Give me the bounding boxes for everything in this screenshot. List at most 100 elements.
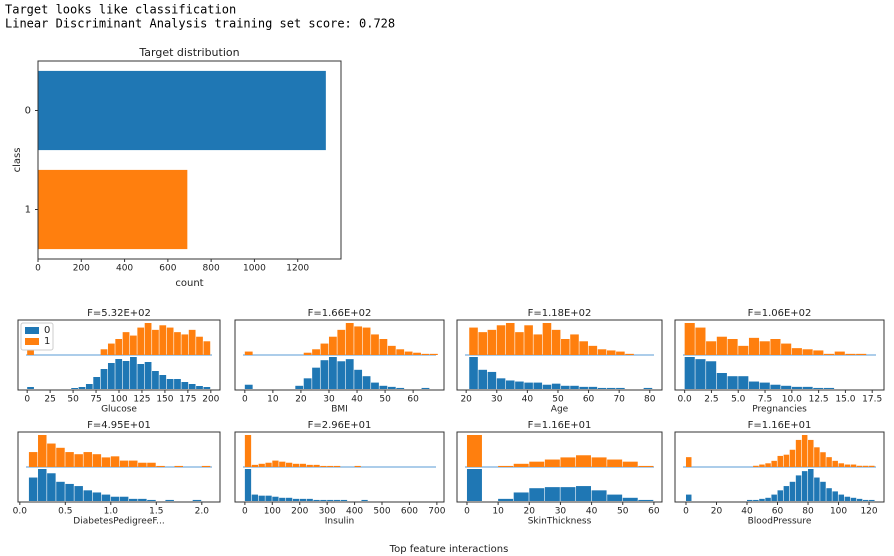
x-tick-label: 60 [772,507,784,517]
x-tick-label: 0 [35,264,41,274]
histogram-bar [429,353,438,355]
histogram-bar [747,499,753,501]
histogram-bar [28,452,38,467]
histogram-bar [606,350,616,355]
histogram-bar [387,345,396,355]
histogram-bar [166,327,174,355]
histogram-bar [684,323,695,355]
histogram-bar [814,477,820,501]
x-tick-label: 12.5 [809,395,829,405]
histogram-bar [469,327,478,355]
legend-label: 0 [44,325,50,336]
histogram-bar [327,499,334,501]
histogram-bar [850,464,857,467]
histogram-bar [496,378,506,389]
histogram-bar [71,388,78,389]
histogram-bar [188,329,196,355]
histogram-bar [306,464,313,467]
x-tick-label: 100 [830,507,847,517]
histogram-bar [303,378,312,389]
histogram-bar [560,487,576,501]
histogram-bar [272,460,279,467]
histogram-bar [152,329,159,355]
histogram-bar [334,465,341,467]
y-tick-label: 0 [25,106,31,117]
histogram-bar [354,465,361,467]
histogram-bar [542,323,552,355]
histogram-bar [551,329,561,355]
x-tick-label: 17.5 [862,395,882,405]
histogram-bar [845,353,856,355]
histogram-bar [498,465,514,467]
x-tick-label: 80 [802,507,814,517]
histogram-bar [781,385,792,389]
histogram-bar [122,332,130,355]
histogram-bar [753,499,759,501]
x-tick-label: 2.0 [195,507,210,517]
histogram-bar [802,349,813,355]
histogram-bar [101,494,111,501]
chart-title: F=1.66E+02 [308,308,372,319]
histogram-bar [832,491,838,501]
x-tick-label: 150 [156,395,173,405]
histogram-bar [159,375,167,389]
histogram-bar [286,462,293,467]
histogram-bar [129,460,138,467]
histogram-bar [748,337,760,355]
histogram-bar [328,357,337,389]
x-tick-label: 75 [90,395,101,405]
histogram-bar [312,349,320,355]
chart-title: F=1.16E+01 [748,420,812,431]
x-axis-label: DiabetesPedigreeF... [73,517,164,527]
histogram-bar [759,341,770,355]
histogram-bar [119,496,129,501]
x-tick-label: 600 [401,507,418,517]
legend-swatch [25,327,39,334]
histogram-bar [685,457,692,467]
x-tick-label: 20 [460,395,472,405]
histogram-bar [78,387,86,389]
histogram-bar [638,499,654,501]
x-tick-label: 0.5 [58,507,72,517]
histogram-bar [513,463,529,467]
histogram-bar [299,463,306,467]
histogram-bar [181,334,189,355]
histogram-bar [561,385,570,389]
histogram-bar [606,387,616,389]
histogram-bar [765,497,771,501]
histogram-bar [789,449,796,467]
histogram-bar [597,349,607,355]
histogram-bar [748,381,760,389]
histogram-bar [203,341,211,355]
bar [38,169,188,250]
histogram-bar [533,382,543,389]
axes-frame [234,431,445,503]
histogram-bar [616,387,625,389]
x-tick-label: 0 [242,395,248,405]
histogram-bar [588,345,598,355]
x-tick-label: 40 [586,507,598,517]
histogram-bar [823,353,835,355]
axes-frame [37,60,342,260]
x-axis-label: Glucose [101,405,137,415]
histogram-bar [808,469,814,501]
histogram-bar [469,357,478,389]
histogram-bar [130,357,137,389]
histogram-bar [130,335,137,355]
histogram-bar [544,459,560,467]
x-tick-label: 200 [291,507,308,517]
histogram-bar [292,463,300,467]
x-tick-label: 0 [683,507,689,517]
x-axis-label: BMI [331,405,348,415]
x-tick-label: 70 [613,395,625,405]
histogram-bar [706,361,717,389]
histogram-bar [622,497,638,501]
histogram-bar [320,465,327,467]
x-tick-label: 10 [267,395,279,405]
histogram-bar [320,499,327,501]
histogram-bar [524,382,533,389]
histogram-bar [279,497,286,501]
histogram-bar [119,460,129,467]
histogram-bar [781,343,792,355]
axes-frame [674,431,885,503]
